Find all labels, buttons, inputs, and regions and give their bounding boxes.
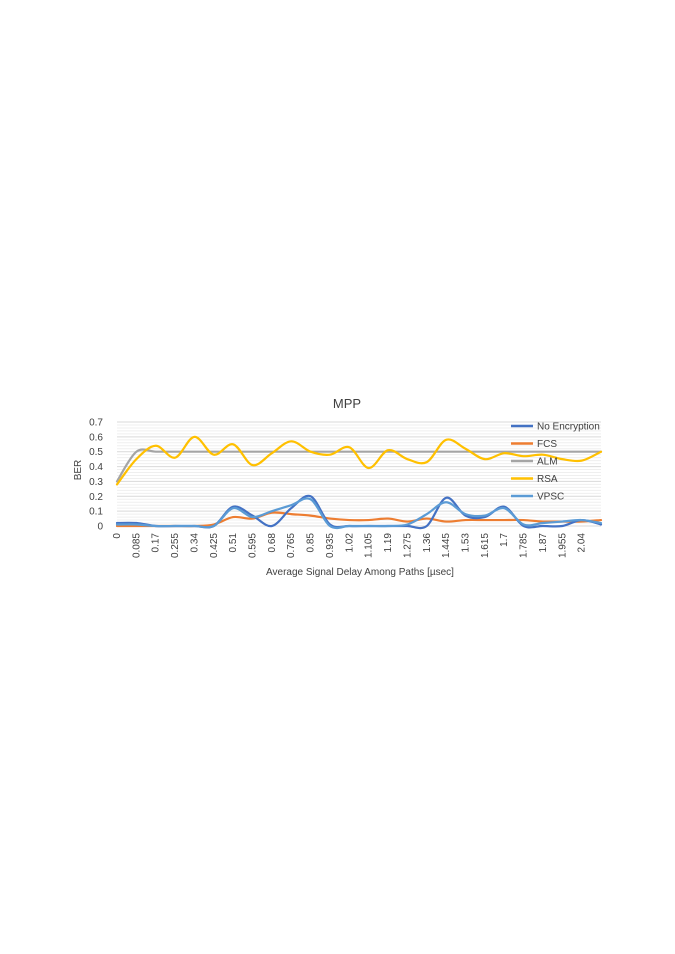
legend-label: FCS xyxy=(537,439,557,450)
x-tick-label: 0.595 xyxy=(248,533,259,558)
y-axis-label: BER xyxy=(73,460,84,481)
legend: No Encryption FCS ALM RSA VPSC xyxy=(511,422,600,503)
x-tick-label: 1.53 xyxy=(460,533,471,553)
x-tick-label: 0.085 xyxy=(131,533,142,558)
x-tick-label: 0.425 xyxy=(209,533,220,558)
y-axis-ticks: 0 0.1 0.2 0.3 0.4 0.5 0.6 0.7 xyxy=(89,418,103,533)
x-tick-label: 1.02 xyxy=(344,533,355,553)
y-tick-label: 0.3 xyxy=(89,477,103,488)
y-tick-label: 0.1 xyxy=(89,507,103,518)
legend-label: VPSC xyxy=(537,492,564,503)
x-tick-label: 1.615 xyxy=(480,533,491,558)
x-tick-label: 1.445 xyxy=(441,533,452,558)
x-tick-label: 1.785 xyxy=(519,533,530,558)
series-lines xyxy=(115,435,603,530)
y-tick-label: 0.2 xyxy=(89,492,103,503)
legend-label: RSA xyxy=(537,474,558,485)
x-tick-label: 1.19 xyxy=(383,533,394,553)
x-tick-label: 0 xyxy=(112,533,123,539)
x-tick-label: 0.255 xyxy=(170,533,181,558)
x-tick-label: 0.765 xyxy=(286,533,297,558)
x-tick-label: 0.34 xyxy=(189,533,200,553)
y-tick-label: 0.6 xyxy=(89,432,103,443)
x-tick-label: 0.85 xyxy=(306,533,317,553)
gridlines xyxy=(117,421,601,524)
x-axis-label: Average Signal Delay Among Paths [µsec] xyxy=(266,567,454,578)
x-tick-label: 1.275 xyxy=(402,533,413,558)
series-line-alm xyxy=(115,448,603,483)
y-tick-label: 0.7 xyxy=(89,418,103,429)
legend-label: ALM xyxy=(537,457,558,468)
y-tick-label: 0.4 xyxy=(89,462,103,473)
legend-label: No Encryption xyxy=(537,422,600,433)
x-tick-label: 1.955 xyxy=(557,533,568,558)
x-tick-label: 1.105 xyxy=(364,533,375,558)
y-tick-label: 0.5 xyxy=(89,447,103,458)
x-tick-label: 1.36 xyxy=(422,533,433,553)
x-tick-label: 1.87 xyxy=(538,533,549,553)
x-tick-label: 0.935 xyxy=(325,533,336,558)
x-tick-label: 0.17 xyxy=(151,533,162,553)
x-tick-label: 0.51 xyxy=(228,533,239,553)
x-tick-label: 0.68 xyxy=(267,533,278,553)
x-axis-ticks: 0 0.085 0.17 0.255 0.34 0.425 0.51 0.595 0.68 0.7… xyxy=(112,533,588,558)
series-line-rsa xyxy=(115,435,603,486)
chart-title: MPP xyxy=(333,396,361,411)
x-tick-label: 2.04 xyxy=(577,533,588,553)
y-tick-label: 0 xyxy=(97,522,103,533)
x-tick-label: 1.7 xyxy=(499,533,510,547)
series-line-vpsc xyxy=(115,497,603,530)
